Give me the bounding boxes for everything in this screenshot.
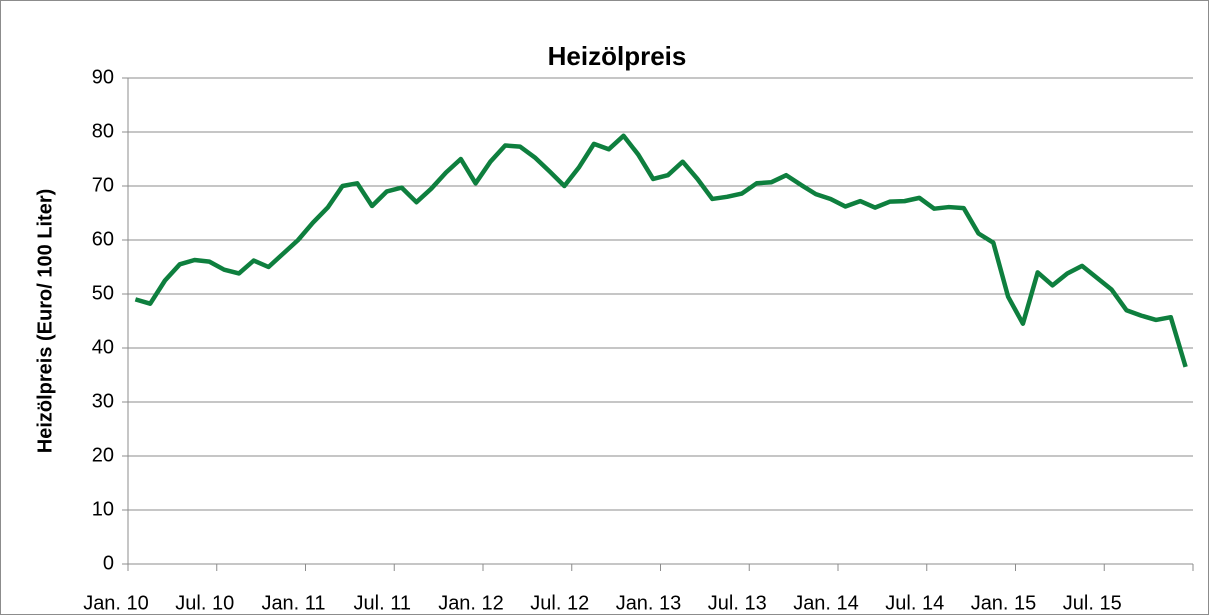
x-tick-label: Jul. 11 [354, 592, 411, 614]
data-line [134, 133, 1188, 368]
y-tick-label: 20 [92, 444, 114, 466]
y-tick-label: 80 [92, 120, 114, 142]
x-tick-label: Jan. 14 [793, 592, 859, 614]
y-tick-label: 60 [92, 228, 114, 250]
x-tick-label: Jan. 13 [616, 592, 682, 614]
x-tick-label: Jul. 13 [708, 592, 767, 614]
x-tick-label: Jul. 12 [530, 592, 589, 614]
x-tick-label: Jul. 14 [885, 592, 944, 614]
y-tick-label: 90 [92, 66, 114, 88]
x-tick-label: Jan. 11 [261, 592, 325, 614]
x-tick-label: Jan. 15 [971, 592, 1037, 614]
x-tick-label: Jul. 10 [175, 592, 234, 614]
y-tick-label: 10 [92, 498, 114, 520]
y-tick-label: 0 [103, 552, 114, 574]
y-tick-label: 70 [92, 174, 114, 196]
x-tick-label: Jan. 10 [83, 592, 149, 614]
y-tick-label: 40 [92, 336, 114, 358]
y-tick-label: 30 [92, 390, 114, 412]
chart-title: Heizölpreis [548, 41, 687, 71]
y-tick-label: 50 [92, 282, 114, 304]
x-tick-label: Jul. 15 [1063, 592, 1122, 614]
y-axis-label: Heizölpreis (Euro/ 100 Liter) [34, 189, 56, 454]
x-tick-label: Jan. 12 [438, 592, 504, 614]
